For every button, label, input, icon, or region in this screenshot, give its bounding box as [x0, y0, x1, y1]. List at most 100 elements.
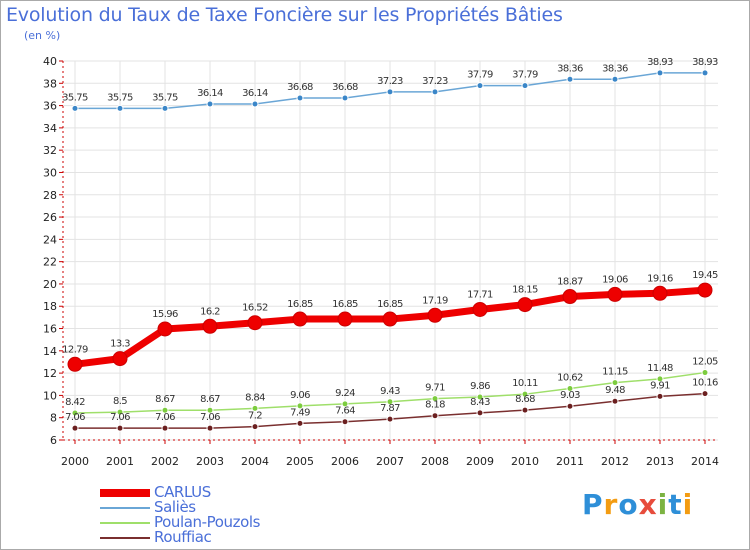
data-point-rouffiac [71, 424, 79, 432]
data-label-poulan-pouzols: 11.15 [602, 367, 628, 378]
data-point-carlus [697, 282, 713, 298]
data-label-poulan-pouzols: 8.84 [245, 392, 265, 403]
data-label-rouffiac: 8.18 [425, 400, 445, 411]
x-tick-label: 2003 [196, 455, 224, 468]
y-tick-label: 10 [43, 389, 57, 402]
x-tick-label: 2005 [286, 455, 314, 468]
data-point-carlus [67, 356, 83, 372]
data-point-carlus [382, 311, 398, 327]
data-label-carlus: 17.19 [422, 295, 448, 306]
y-tick-label: 12 [43, 367, 57, 380]
data-label-rouffiac: 9.91 [650, 380, 670, 391]
data-label-rouffiac: 7.06 [110, 412, 130, 423]
data-point-carlus [652, 285, 668, 301]
data-point-sali-s [521, 82, 529, 90]
data-point-rouffiac [386, 415, 394, 423]
data-point-sali-s [386, 88, 394, 96]
data-label-rouffiac: 7.87 [380, 403, 400, 414]
data-label-poulan-pouzols: 8.67 [155, 394, 175, 405]
data-label-rouffiac: 8.43 [470, 397, 490, 408]
data-point-sali-s [431, 88, 439, 96]
data-point-poulan-pouzols [431, 395, 439, 403]
data-label-sali-s: 36.68 [332, 82, 358, 93]
data-point-rouffiac [341, 418, 349, 426]
data-point-rouffiac [611, 397, 619, 405]
legend-item-poulan-pouzols: Poulan-Pouzols [100, 513, 320, 531]
data-label-poulan-pouzols: 9.24 [335, 388, 355, 399]
data-label-sali-s: 36.14 [242, 88, 268, 99]
legend-swatch-sali-s [100, 507, 150, 509]
data-point-rouffiac [206, 424, 214, 432]
data-label-rouffiac: 7.06 [155, 412, 175, 423]
x-tick-label: 2009 [466, 455, 494, 468]
y-tick-label: 18 [43, 300, 57, 313]
x-tick-label: 2000 [61, 455, 89, 468]
series-rouffiac: 7.06 7.06 7.06 7.06 7.2 7.49 7.64 7.87 8.18 8.43 8… [65, 378, 719, 432]
data-label-rouffiac: 7.2 [248, 411, 262, 422]
data-label-poulan-pouzols: 9.71 [425, 383, 445, 394]
data-point-poulan-pouzols [206, 406, 214, 414]
data-label-carlus: 16.85 [332, 299, 358, 310]
legend-label-poulan-pouzols: Poulan-Pouzols [154, 513, 261, 531]
data-point-poulan-pouzols [116, 408, 124, 416]
x-tick-label: 2006 [331, 455, 359, 468]
data-label-carlus: 16.85 [287, 299, 313, 310]
legend-label-rouffiac: Rouffiac [154, 528, 212, 546]
data-point-carlus [427, 307, 443, 323]
data-point-rouffiac [656, 392, 664, 400]
data-point-sali-s [611, 75, 619, 83]
data-label-carlus: 18.87 [557, 277, 583, 288]
data-point-sali-s [71, 104, 79, 112]
data-point-rouffiac [296, 419, 304, 427]
x-tick-label: 2001 [106, 455, 134, 468]
series-poulan-pouzols: 8.42 8.5 8.67 8.67 8.84 9.06 9.24 9.43 9.71 9.86 1… [65, 357, 719, 417]
data-label-carlus: 12.79 [62, 344, 88, 355]
data-label-poulan-pouzols: 12.05 [692, 357, 718, 368]
data-label-rouffiac: 8.68 [515, 394, 535, 405]
data-point-sali-s [341, 94, 349, 102]
data-point-carlus [112, 351, 128, 367]
data-point-carlus [562, 289, 578, 305]
y-tick-label: 30 [43, 166, 57, 179]
data-point-sali-s [476, 82, 484, 90]
data-point-poulan-pouzols [611, 379, 619, 387]
data-point-sali-s [656, 69, 664, 77]
x-tick-label: 2012 [601, 455, 629, 468]
data-label-carlus: 16.52 [242, 303, 268, 314]
data-label-poulan-pouzols: 9.06 [290, 390, 310, 401]
logo-letter: P [582, 488, 604, 521]
legend-item-sali-s: Saliès [100, 498, 320, 516]
y-tick-label: 26 [43, 211, 57, 224]
data-label-carlus: 17.71 [467, 289, 493, 300]
data-label-poulan-pouzols: 9.43 [380, 386, 400, 397]
data-point-carlus [202, 318, 218, 334]
series-carlus: 12.79 13.3 15.96 16.2 16.52 16.85 16.85 16.85 17… [62, 270, 719, 372]
data-label-rouffiac: 7.06 [200, 412, 220, 423]
data-point-rouffiac [161, 424, 169, 432]
data-point-poulan-pouzols [521, 390, 529, 398]
data-point-poulan-pouzols [386, 398, 394, 406]
data-label-sali-s: 35.75 [107, 92, 133, 103]
data-label-poulan-pouzols: 8.42 [65, 397, 85, 408]
data-point-poulan-pouzols [566, 385, 574, 393]
data-label-poulan-pouzols: 8.5 [113, 396, 127, 407]
proxiti-logo: Proxiti [582, 488, 693, 521]
legend-item-rouffiac: Rouffiac [100, 528, 320, 546]
y-tick-label: 40 [43, 55, 57, 68]
data-label-sali-s: 37.23 [422, 76, 448, 87]
data-label-rouffiac: 9.03 [560, 390, 580, 401]
data-point-rouffiac [701, 390, 709, 398]
y-tick-label: 6 [50, 434, 57, 447]
data-point-poulan-pouzols [296, 402, 304, 410]
legend-swatch-rouffiac [100, 537, 150, 539]
data-point-poulan-pouzols [476, 393, 484, 401]
data-point-rouffiac [251, 423, 259, 431]
data-point-rouffiac [476, 409, 484, 417]
data-point-sali-s [566, 75, 574, 83]
legend-label-sali-s: Saliès [154, 498, 196, 516]
data-point-carlus [337, 311, 353, 327]
data-label-sali-s: 38.93 [692, 57, 718, 68]
y-tick-label: 8 [50, 412, 57, 425]
data-label-carlus: 19.45 [692, 270, 718, 281]
